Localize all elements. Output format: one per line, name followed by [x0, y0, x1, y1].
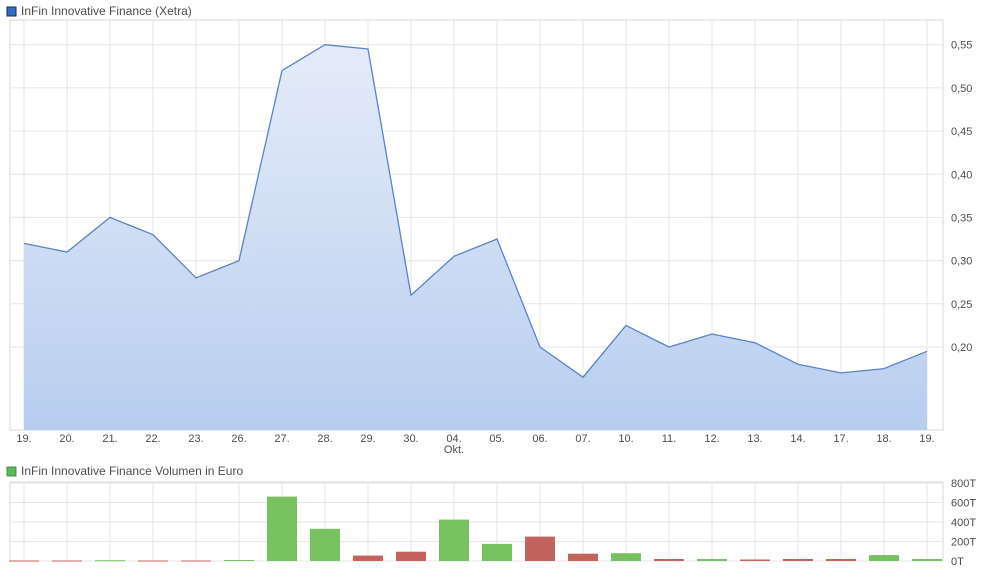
svg-text:19.: 19.	[16, 433, 31, 445]
svg-text:23.: 23.	[188, 433, 203, 445]
svg-text:InFin Innovative Finance (Xetr: InFin Innovative Finance (Xetra)	[21, 4, 192, 18]
svg-text:28.: 28.	[317, 433, 332, 445]
svg-text:0,25: 0,25	[951, 299, 972, 311]
svg-text:06.: 06.	[532, 433, 547, 445]
svg-text:21.: 21.	[102, 433, 117, 445]
svg-text:29.: 29.	[360, 433, 375, 445]
svg-text:26.: 26.	[231, 433, 246, 445]
svg-text:17.: 17.	[833, 433, 848, 445]
svg-text:0,30: 0,30	[951, 256, 972, 268]
svg-text:07.: 07.	[575, 433, 590, 445]
svg-text:11.: 11.	[662, 433, 676, 445]
svg-text:800T: 800T	[951, 478, 976, 490]
svg-text:27.: 27.	[274, 433, 289, 445]
svg-text:0,20: 0,20	[951, 342, 972, 354]
svg-text:InFin Innovative Finance Volum: InFin Innovative Finance Volumen in Euro	[21, 464, 243, 478]
svg-text:0T: 0T	[951, 556, 964, 568]
svg-text:0,45: 0,45	[951, 126, 972, 138]
svg-text:400T: 400T	[951, 517, 976, 529]
svg-text:22.: 22.	[145, 433, 160, 445]
svg-text:10.: 10.	[618, 433, 633, 445]
svg-text:20.: 20.	[59, 433, 74, 445]
svg-text:30.: 30.	[403, 433, 418, 445]
svg-text:13.: 13.	[747, 433, 762, 445]
svg-text:05.: 05.	[489, 433, 504, 445]
svg-text:19.: 19.	[919, 433, 934, 445]
svg-text:0,50: 0,50	[951, 83, 972, 95]
svg-text:Okt.: Okt.	[444, 444, 464, 456]
svg-text:0,55: 0,55	[951, 40, 972, 52]
svg-text:14.: 14.	[790, 433, 805, 445]
svg-text:18.: 18.	[876, 433, 891, 445]
svg-text:12.: 12.	[704, 433, 719, 445]
svg-text:0,40: 0,40	[951, 169, 972, 181]
svg-text:0,35: 0,35	[951, 212, 972, 224]
svg-text:200T: 200T	[951, 537, 976, 549]
svg-text:600T: 600T	[951, 498, 976, 510]
